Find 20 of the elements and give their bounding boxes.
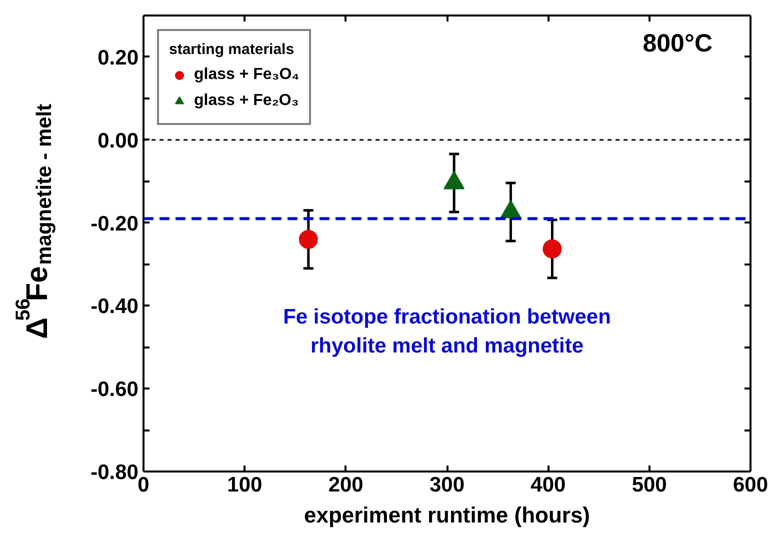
annotation: Fe isotope fractionation between rhyolite melt and magnetite bbox=[283, 306, 611, 358]
x-tick-label: 300 bbox=[429, 474, 465, 496]
y-tick-label: -0.20 bbox=[90, 212, 139, 236]
y-tick-label: 0.20 bbox=[98, 46, 139, 70]
y-tick-label: -0.40 bbox=[90, 295, 139, 318]
x-axis-title: experiment runtime (hours) bbox=[304, 502, 590, 528]
annotation: 800°C bbox=[642, 30, 712, 58]
legend-title: starting materials bbox=[169, 41, 296, 58]
legend-label: glass + Fe₂O₃ bbox=[194, 91, 299, 111]
x-tick-label: 0 bbox=[138, 474, 150, 496]
x-tick-label: 100 bbox=[227, 474, 262, 496]
y-tick-label: 0.00 bbox=[98, 129, 139, 152]
y-tick-label: -0.80 bbox=[90, 461, 139, 484]
x-tick-label: 200 bbox=[328, 474, 364, 496]
y-tick-label: -0.60 bbox=[90, 378, 139, 402]
legend-label: glass + Fe₃O₄ bbox=[194, 65, 300, 85]
y-axis-title: Δ56Femagnetite - melt bbox=[12, 104, 56, 339]
x-tick-label: 600 bbox=[732, 474, 768, 496]
x-tick-label: 500 bbox=[632, 474, 667, 496]
x-tick-label: 400 bbox=[530, 474, 566, 496]
